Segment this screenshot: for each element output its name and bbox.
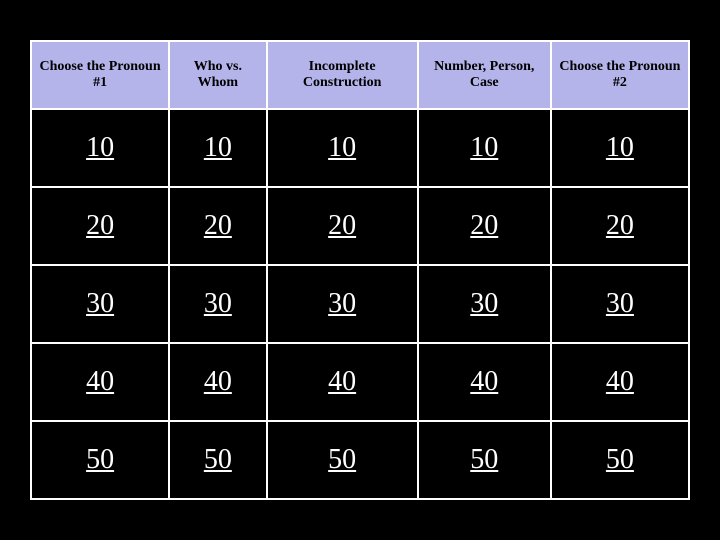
value-cell[interactable]: 40 [267,343,418,421]
value-cell[interactable]: 30 [267,265,418,343]
value-cell[interactable]: 50 [551,421,689,499]
value-cell[interactable]: 40 [418,343,551,421]
value-cell[interactable]: 50 [31,421,169,499]
category-header: Incomplete Construction [267,41,418,109]
value-cell[interactable]: 20 [418,187,551,265]
value-cell[interactable]: 20 [267,187,418,265]
jeopardy-board: Choose the Pronoun #1 Who vs. Whom Incom… [30,40,690,500]
value-row: 10 10 10 10 10 [31,109,689,187]
value-cell[interactable]: 30 [551,265,689,343]
value-cell[interactable]: 20 [31,187,169,265]
value-cell[interactable]: 20 [551,187,689,265]
value-cell[interactable]: 30 [169,265,266,343]
category-header: Who vs. Whom [169,41,266,109]
category-header: Choose the Pronoun #2 [551,41,689,109]
value-row: 40 40 40 40 40 [31,343,689,421]
category-header: Choose the Pronoun #1 [31,41,169,109]
value-cell[interactable]: 10 [418,109,551,187]
value-cell[interactable]: 10 [31,109,169,187]
value-row: 20 20 20 20 20 [31,187,689,265]
value-row: 50 50 50 50 50 [31,421,689,499]
value-cell[interactable]: 10 [267,109,418,187]
value-cell[interactable]: 30 [31,265,169,343]
value-cell[interactable]: 20 [169,187,266,265]
value-cell[interactable]: 40 [31,343,169,421]
value-cell[interactable]: 10 [169,109,266,187]
value-cell[interactable]: 10 [551,109,689,187]
category-header: Number, Person, Case [418,41,551,109]
value-cell[interactable]: 40 [551,343,689,421]
category-row: Choose the Pronoun #1 Who vs. Whom Incom… [31,41,689,109]
value-cell[interactable]: 50 [418,421,551,499]
value-row: 30 30 30 30 30 [31,265,689,343]
value-cell[interactable]: 50 [267,421,418,499]
value-cell[interactable]: 50 [169,421,266,499]
value-cell[interactable]: 40 [169,343,266,421]
value-cell[interactable]: 30 [418,265,551,343]
